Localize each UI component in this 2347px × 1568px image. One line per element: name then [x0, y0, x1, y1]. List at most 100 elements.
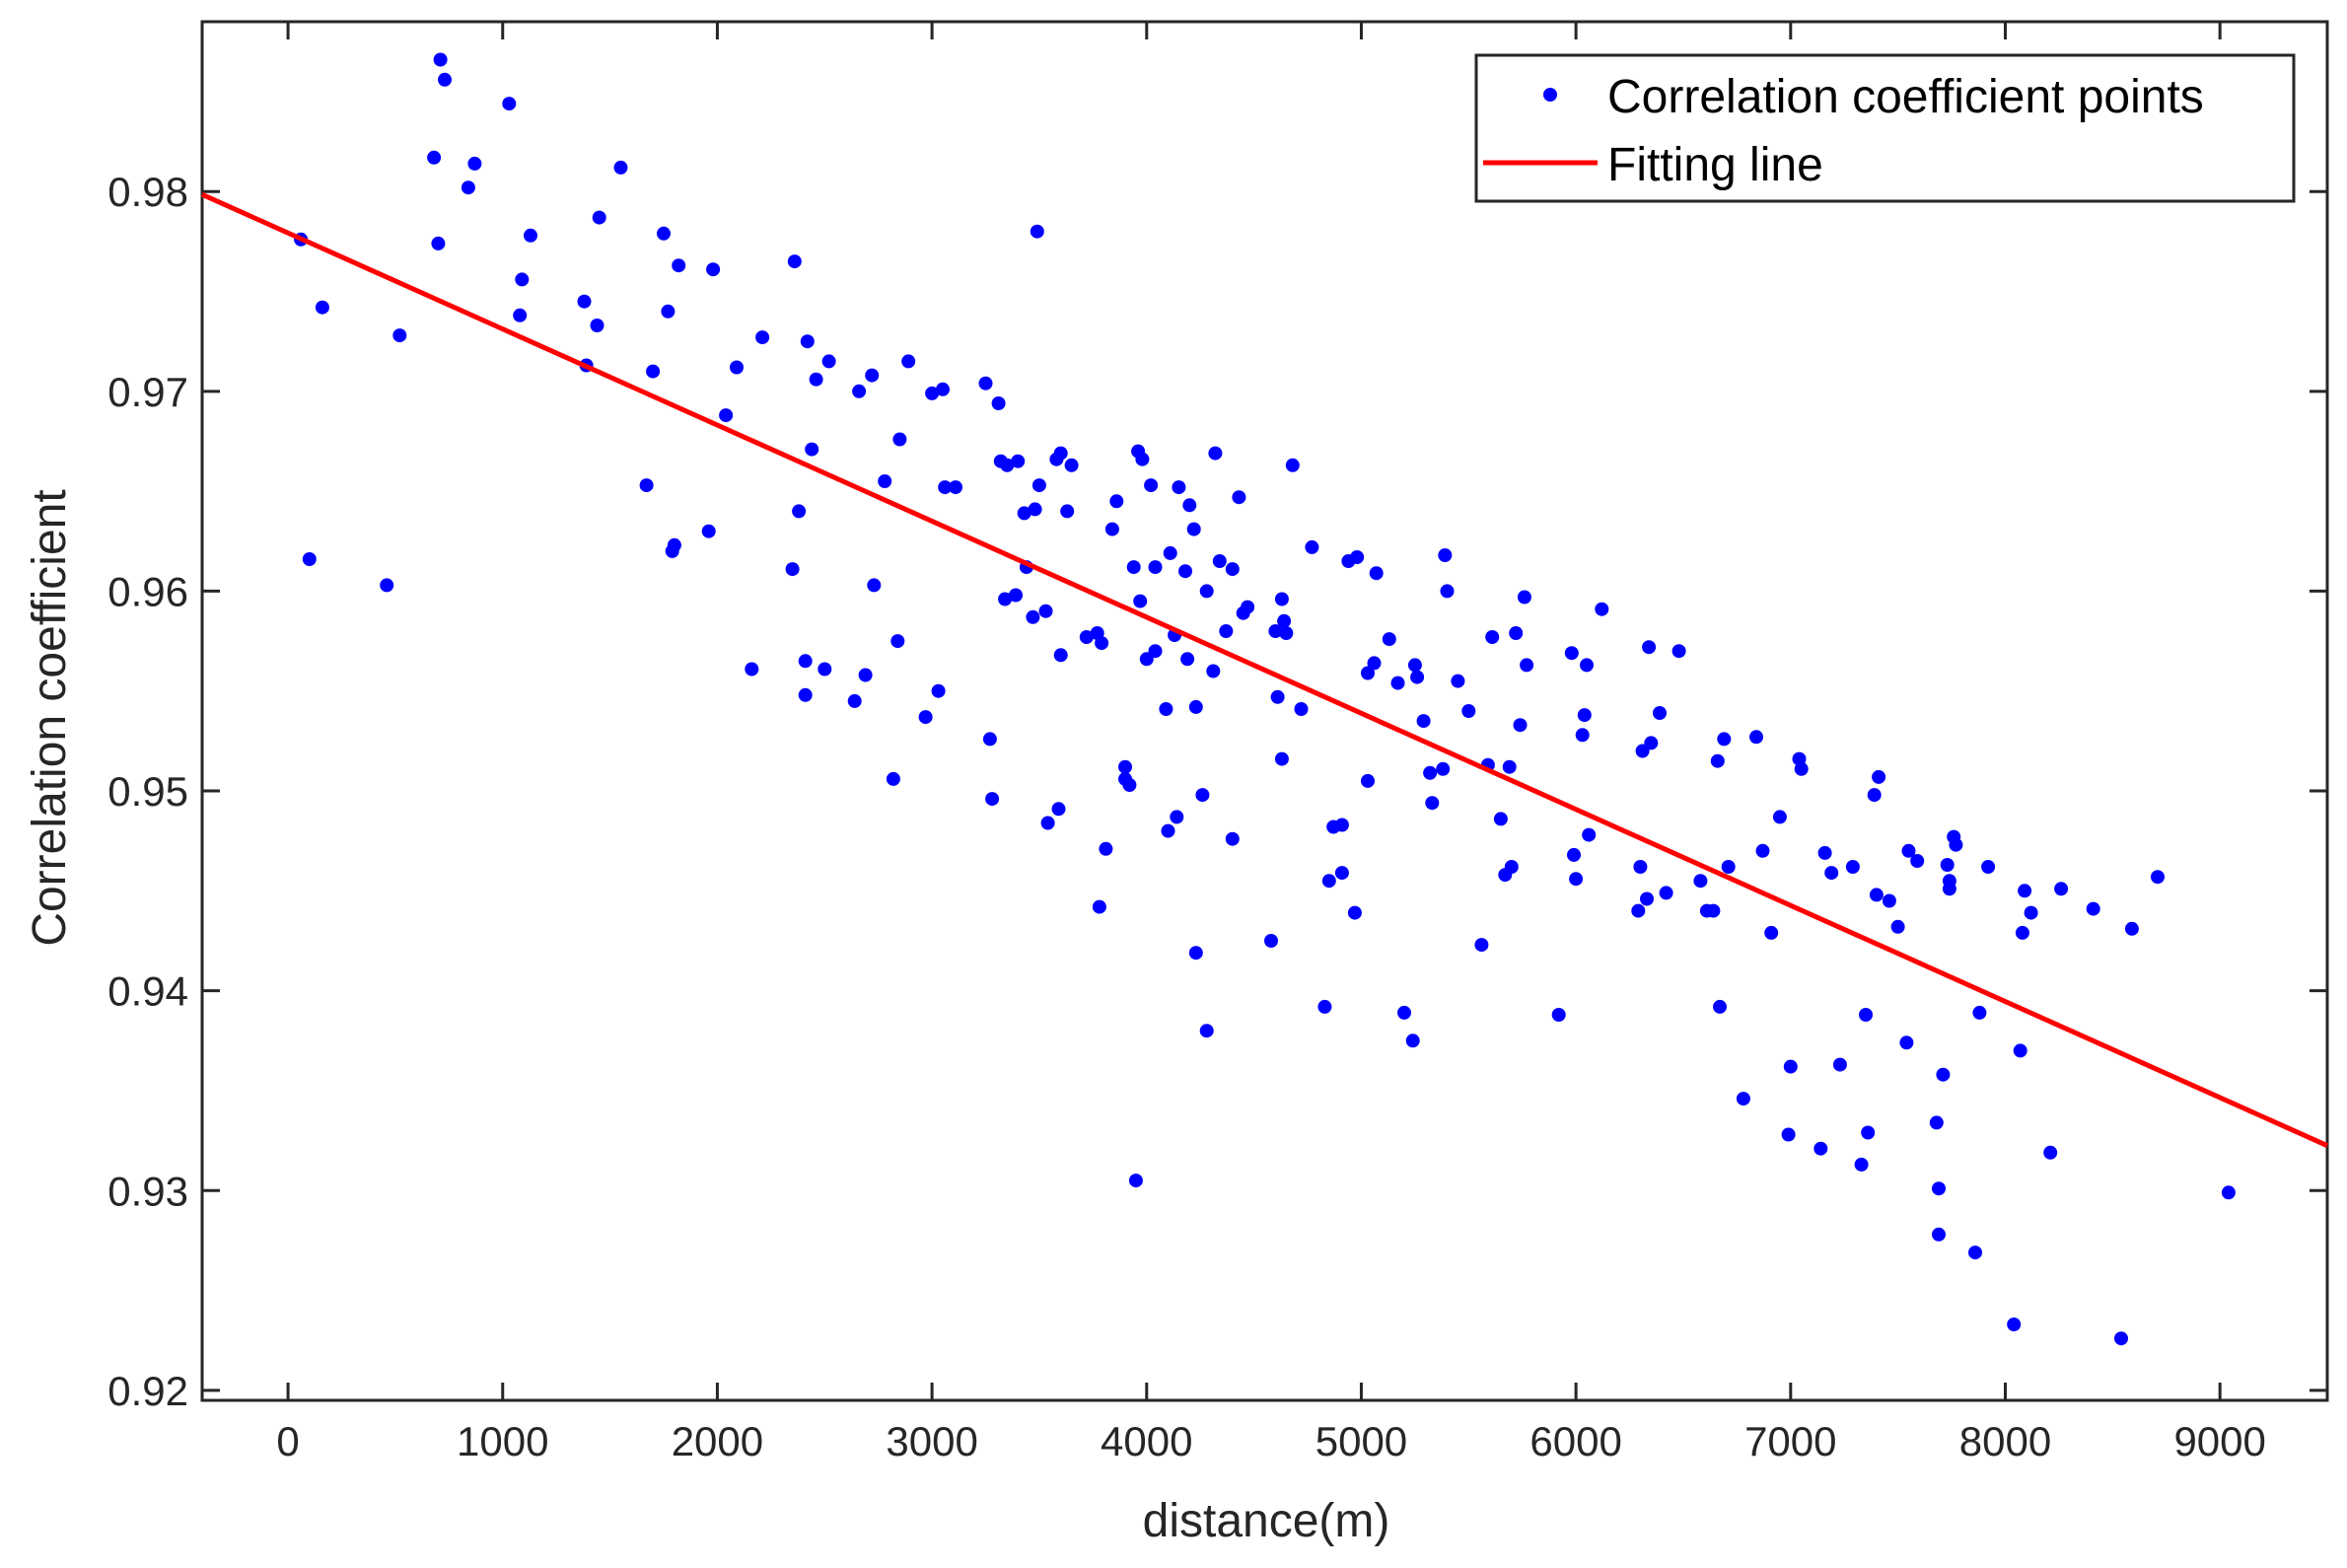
data-point — [2024, 905, 2038, 920]
data-point — [1305, 539, 1319, 554]
data-point — [1713, 999, 1727, 1014]
data-point — [1910, 854, 1925, 868]
data-point — [1135, 452, 1150, 466]
data-point — [1407, 658, 1422, 673]
data-point — [1095, 636, 1109, 651]
data-point — [792, 504, 807, 519]
data-point — [1031, 478, 1046, 493]
data-point — [1232, 490, 1246, 505]
data-point — [818, 662, 832, 677]
data-point — [991, 396, 1006, 410]
x-tick-label: 6000 — [1529, 1418, 1621, 1464]
x-tick-label: 3000 — [886, 1418, 977, 1464]
data-point — [427, 150, 442, 165]
data-point — [1051, 802, 1066, 817]
data-point — [315, 300, 329, 315]
y-tick-label: 0.98 — [107, 169, 188, 215]
data-point — [1932, 1181, 1946, 1196]
data-point — [672, 258, 686, 273]
data-point — [1219, 624, 1234, 638]
data-point — [590, 319, 605, 332]
data-point — [931, 683, 946, 698]
data-point — [302, 552, 317, 566]
data-point — [1133, 594, 1148, 608]
y-tick-label: 0.92 — [107, 1368, 188, 1414]
data-point — [1717, 732, 1732, 747]
data-point — [918, 710, 933, 725]
data-point — [1040, 816, 1055, 830]
data-point — [1817, 845, 1832, 860]
data-point — [1872, 769, 1886, 784]
data-point — [1026, 609, 1040, 624]
data-point — [1347, 905, 1362, 920]
data-point — [1178, 564, 1192, 579]
x-tick-label: 8000 — [1959, 1418, 2051, 1464]
data-point — [1382, 632, 1396, 647]
data-point — [1195, 788, 1210, 803]
y-axis-tick-labels: 0.92 0.93 0.94 0.95 0.96 0.97 0.98 — [107, 169, 188, 1414]
data-point — [1279, 626, 1294, 640]
data-point — [2007, 1318, 2022, 1331]
data-point — [1854, 1157, 1869, 1172]
data-point — [392, 328, 407, 343]
data-point — [1755, 843, 1770, 858]
legend: Correlation coefficient points Fitting l… — [1474, 53, 2296, 203]
data-point — [892, 432, 907, 447]
data-point — [878, 474, 892, 488]
data-point — [1011, 454, 1026, 468]
data-point — [1867, 788, 1882, 803]
x-tick-label: 7000 — [1744, 1418, 1836, 1464]
data-point — [1241, 600, 1255, 614]
data-point — [978, 376, 993, 391]
data-point — [1208, 446, 1223, 461]
data-point — [1148, 560, 1163, 575]
data-point — [1932, 1227, 1946, 1242]
data-point — [1182, 498, 1197, 513]
data-point — [1053, 648, 1068, 663]
data-point — [1170, 810, 1184, 824]
data-point — [1397, 1005, 1411, 1020]
data-point — [1551, 1008, 1566, 1022]
data-point — [1869, 888, 1884, 902]
data-point — [1631, 903, 1646, 918]
x-axis-tick-labels: 0 1000 2000 3000 4000 5000 6000 7000 8000 9000 — [276, 1418, 2265, 1464]
data-point — [719, 408, 734, 423]
data-point — [1569, 872, 1584, 887]
data-point — [1122, 778, 1137, 792]
data-point — [1440, 584, 1455, 599]
data-point — [1949, 837, 1963, 852]
y-tick-label: 0.93 — [107, 1168, 188, 1214]
data-point — [787, 254, 802, 269]
data-point — [706, 262, 721, 277]
data-point — [1188, 946, 1203, 961]
data-point — [1736, 1092, 1750, 1106]
data-point — [1520, 658, 1534, 673]
data-point — [1451, 674, 1465, 688]
data-point — [1832, 1057, 1847, 1072]
data-point — [809, 372, 823, 387]
data-point — [852, 384, 867, 398]
data-point — [1882, 893, 1896, 908]
data-point — [800, 334, 815, 349]
data-point — [1633, 860, 1648, 874]
scatter-points — [294, 52, 2236, 1346]
data-point — [1461, 704, 1476, 718]
data-point — [1582, 827, 1597, 842]
y-tick-label: 0.97 — [107, 369, 188, 415]
data-point — [1186, 522, 1201, 536]
data-point — [433, 52, 448, 67]
data-point — [1575, 728, 1590, 743]
data-point — [1504, 860, 1519, 874]
y-axis-ticks — [202, 189, 2327, 1392]
data-point — [2151, 870, 2165, 885]
x-tick-label: 2000 — [672, 1418, 763, 1464]
data-point — [938, 480, 953, 495]
data-point — [1225, 831, 1240, 846]
x-tick-label: 1000 — [457, 1418, 548, 1464]
data-point — [949, 480, 962, 495]
data-point — [1285, 458, 1300, 472]
data-point — [1640, 891, 1654, 906]
data-point — [1144, 478, 1159, 493]
data-point — [1513, 718, 1528, 733]
data-point — [1405, 1033, 1420, 1048]
